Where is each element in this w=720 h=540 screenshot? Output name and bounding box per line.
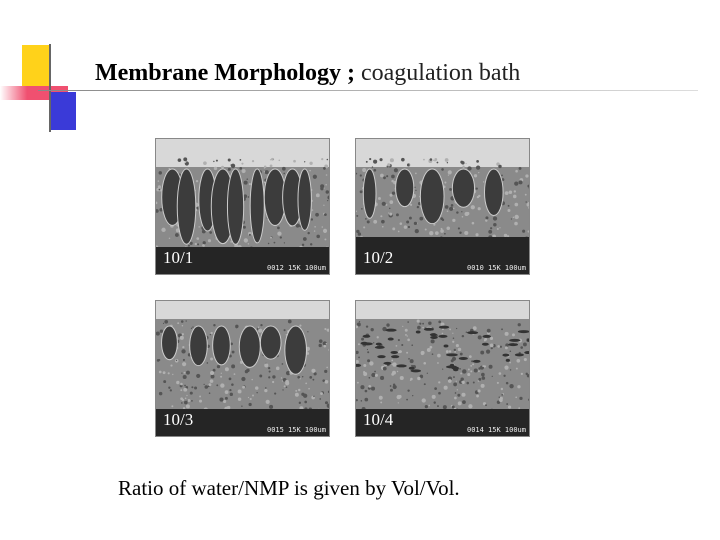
deco-hline: [38, 90, 698, 91]
scale-text: 0014 15K 100um: [466, 426, 526, 434]
scale-text: 0010 15K 100um: [466, 264, 526, 272]
sem-image: 10/3 0015 15K 100um: [155, 300, 330, 437]
slide-title: Membrane Morphology ; coagulation bath: [95, 60, 520, 87]
sem-image: 10/2 0010 15K 100um: [355, 138, 530, 275]
sem-texture: [156, 301, 329, 436]
sem-texture: [356, 139, 529, 274]
scale-text: 0015 15K 100um: [266, 426, 326, 434]
deco-blue: [50, 92, 76, 130]
deco-vline: [49, 44, 51, 132]
image-label: 10/4: [363, 410, 394, 429]
scale-text: 0012 15K 100um: [266, 264, 326, 272]
sem-texture: [356, 301, 529, 436]
caption: Ratio of water/NMP is given by Vol/Vol.: [118, 476, 460, 500]
title-bold: Membrane Morphology ;: [95, 60, 355, 86]
image-label: 10/2: [363, 248, 394, 267]
image-label: 10/3: [163, 410, 194, 429]
title-rest: coagulation bath: [360, 60, 521, 86]
sem-texture: [156, 139, 329, 274]
image-label: 10/1: [163, 248, 194, 267]
deco-yellow: [22, 45, 50, 90]
sem-image: 10/4 0014 15K 100um: [355, 300, 530, 437]
sem-image: 10/1 0012 15K 100um: [155, 138, 330, 275]
